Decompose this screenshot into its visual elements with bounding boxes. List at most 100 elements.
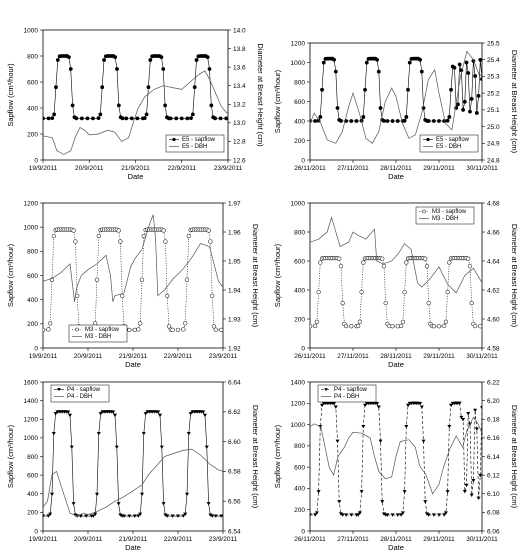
sapflow-point xyxy=(46,116,51,121)
y-right-tick-label: 4.60 xyxy=(487,316,500,323)
y-left-axis-label: Sapflow (cm³/hour) xyxy=(273,243,282,307)
sapflow-point xyxy=(206,502,211,506)
sapflow-point xyxy=(93,512,98,517)
x-tick-label: 26/11/2011 xyxy=(294,353,326,360)
sapflow-point xyxy=(338,264,344,269)
y-right-tick-label: 14.0 xyxy=(233,27,246,34)
sapflow-point xyxy=(378,106,383,110)
sapflow-point xyxy=(50,116,55,121)
sapflow-point xyxy=(67,55,71,60)
sapflow-point xyxy=(402,118,407,123)
x-tick-label: 28/11/2011 xyxy=(380,353,412,360)
sapflow-point xyxy=(332,401,337,406)
y-right-tick-label: 6.14 xyxy=(487,454,500,461)
sapflow-point xyxy=(194,58,199,62)
y-left-tick-label: 1200 xyxy=(291,401,306,408)
legend-sapflow-marker xyxy=(324,388,328,392)
sapflow-point xyxy=(51,431,56,436)
sapflow-point xyxy=(480,77,482,81)
sapflow-point xyxy=(406,87,410,92)
sapflow-point xyxy=(46,514,51,518)
dbh-series-line xyxy=(43,214,223,302)
sapflow-point xyxy=(349,513,354,517)
sapflow-point xyxy=(385,513,390,517)
sapflow-point xyxy=(339,119,343,123)
y-left-axis-label: Sapflow (cm³/hour) xyxy=(6,63,15,127)
legend-label: E5 - sapflow xyxy=(436,137,470,143)
sapflow-point xyxy=(168,116,173,121)
y-right-tick-label: 13.2 xyxy=(233,102,246,109)
sapflow-point xyxy=(141,233,146,239)
sapflow-point xyxy=(93,321,98,326)
y-right-tick-label: 13.8 xyxy=(233,46,246,53)
y-right-tick-label: 25.4 xyxy=(487,57,500,64)
legend-label: M3 - sapflow xyxy=(85,327,120,333)
sapflow-point xyxy=(203,413,207,418)
sapflow-point xyxy=(376,405,381,409)
sapflow-point xyxy=(161,228,166,233)
sapflow-point xyxy=(96,431,101,436)
y-left-tick-label: 200 xyxy=(294,138,305,145)
sapflow-point xyxy=(356,513,361,517)
sapflow-point xyxy=(421,106,426,110)
sapflow-point xyxy=(48,512,53,517)
chart-panel-bottom-right: 0 200 400 600 800 1000 1200 1400 6.06 6.08 6.10 6.1… xyxy=(273,379,519,550)
sapflow-point xyxy=(443,511,448,515)
y-right-tick-label: 25.3 xyxy=(487,74,500,81)
x-tick-label: 20/9/2011 xyxy=(75,165,104,172)
y-left-tick-label: 1200 xyxy=(291,40,306,47)
legend-sapflow-marker xyxy=(426,137,430,142)
sapflow-point xyxy=(431,119,436,123)
x-tick-label: 29/11/2011 xyxy=(423,353,455,360)
chart-panel-top-left: 0 200 400 600 800 1000 12.6 12.8 13.0 13.2 13.4 13.… xyxy=(6,27,265,181)
y-left-tick-label: 600 xyxy=(294,258,305,265)
y-right-tick-label: 6.06 xyxy=(487,528,500,535)
legend-sapflow-marker xyxy=(75,327,79,332)
sapflow-point xyxy=(462,490,467,494)
legend-box xyxy=(419,134,479,153)
y-right-axis-label: Diameter at Breast Height (cm) xyxy=(510,50,519,154)
plot-area xyxy=(43,410,223,518)
x-tick-label: 27/11/2011 xyxy=(337,353,369,360)
sapflow-point xyxy=(142,116,147,121)
sapflow-point xyxy=(161,67,166,71)
sapflow-point xyxy=(349,324,354,329)
sapflow-point xyxy=(426,513,431,517)
y-left-tick-label: 0 xyxy=(301,345,305,352)
y-left-tick-label: 600 xyxy=(27,79,38,86)
sapflow-point xyxy=(118,513,123,517)
sapflow-point xyxy=(354,119,359,123)
x-tick-label: 29/11/2011 xyxy=(423,536,455,543)
sapflow-point xyxy=(213,514,218,518)
sapflow-point xyxy=(344,513,349,517)
sapflow-point xyxy=(53,412,58,416)
sapflow-point xyxy=(98,412,103,416)
legend-label: M3 - DBH xyxy=(432,216,458,222)
sapflow-point xyxy=(163,513,168,517)
sapflow-point xyxy=(447,115,452,119)
sapflow-point xyxy=(174,116,179,121)
x-axis-label: Date xyxy=(128,172,144,181)
sapflow-point xyxy=(363,87,367,92)
sapflow-point xyxy=(98,112,103,117)
chart-panel-middle-left: 0 200 400 600 800 1000 1200 1.92 1.93 1.94 1.95 1.9… xyxy=(6,200,260,369)
sapflow-point xyxy=(55,58,60,62)
dbh-series-line xyxy=(310,50,482,144)
sapflow-point xyxy=(165,293,170,299)
y-left-tick-label: 600 xyxy=(27,273,38,280)
sapflow-point xyxy=(161,502,166,506)
y-right-tick-label: 6.12 xyxy=(487,472,500,479)
sapflow-point xyxy=(333,69,338,74)
y-left-tick-label: 400 xyxy=(27,297,38,304)
legend-sapflow-marker xyxy=(422,209,426,214)
sapflow-point xyxy=(132,514,137,518)
sapflow-point xyxy=(418,57,422,62)
y-left-axis-label: Sapflow (cm³/hour) xyxy=(273,69,282,133)
sapflow-point xyxy=(357,319,363,324)
sapflow-point xyxy=(140,492,144,497)
sapflow-point xyxy=(480,406,482,410)
sapflow-point xyxy=(85,116,90,121)
